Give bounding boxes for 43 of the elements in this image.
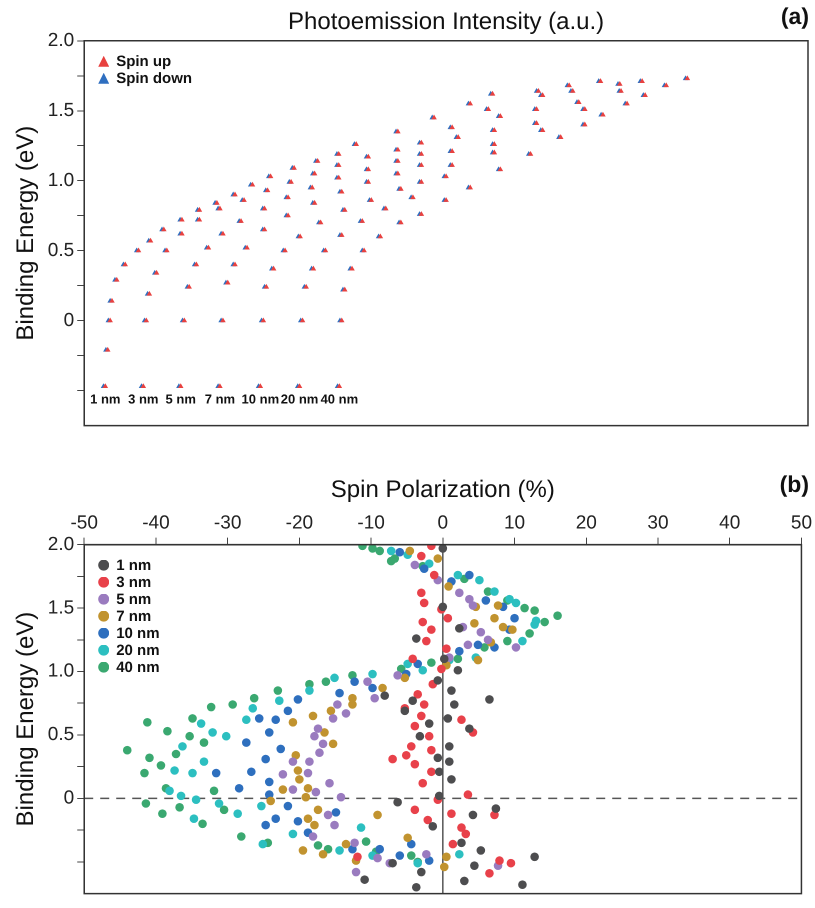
- text: (a): [780, 2, 809, 29]
- x-tick-label: -50: [70, 512, 98, 534]
- annotation: 5 nm: [166, 392, 196, 406]
- x-tick-label: -30: [214, 512, 242, 534]
- x-tick-label: 30: [647, 512, 669, 534]
- y-tick-label: 0.5: [48, 724, 74, 746]
- legend-label: 10 nm: [116, 624, 160, 642]
- y-axis-title: Binding Energy (eV): [12, 126, 40, 341]
- x-tick-label: 50: [790, 512, 812, 534]
- legend-label: 5 nm: [116, 590, 152, 608]
- annotation: 10 nm: [242, 392, 280, 406]
- y-tick-label: 0: [64, 310, 74, 331]
- annotation: 3 nm: [128, 392, 158, 406]
- annotation: 7 nm: [204, 392, 236, 406]
- y-tick-label: 0: [64, 788, 74, 809]
- x-tick-label: -10: [357, 512, 385, 534]
- y-axis-title: Binding Energy (eV): [12, 612, 40, 826]
- y-tick-label: 1.5: [48, 597, 74, 618]
- annotation: 40 nm: [320, 392, 358, 406]
- x-tick-label: 40: [719, 512, 740, 534]
- y-tick-label: 1.0: [48, 660, 74, 682]
- annotation: 20 nm: [280, 392, 318, 406]
- y-tick-label: 2.0: [48, 30, 74, 52]
- legend-label: Spin down: [116, 70, 192, 87]
- y-tick-label: 1.5: [48, 100, 74, 121]
- x-axis-title: Spin Polarization (%): [330, 476, 555, 504]
- legend-label: Spin up: [116, 52, 172, 70]
- x-tick-label: -20: [286, 512, 314, 534]
- y-tick-label: 2.0: [48, 534, 74, 555]
- text: (b): [780, 470, 809, 497]
- x-tick-label: 20: [576, 512, 597, 534]
- legend-label: 40 nm: [116, 658, 160, 676]
- x-axis-title: Photoemission Intensity (a.u.): [288, 8, 604, 36]
- legend-label: 3 nm: [116, 574, 152, 591]
- annotation: 1 nm: [90, 392, 120, 406]
- legend-label: 20 nm: [116, 642, 160, 659]
- y-tick-label: 1.0: [48, 170, 74, 191]
- x-tick-label: 0: [438, 512, 448, 534]
- y-tick-label: 0.5: [48, 240, 74, 261]
- x-tick-label: 10: [504, 512, 526, 534]
- x-tick-label: -40: [142, 512, 170, 534]
- legend-label: 1 nm: [116, 556, 152, 574]
- legend-label: 7 nm: [116, 608, 152, 625]
